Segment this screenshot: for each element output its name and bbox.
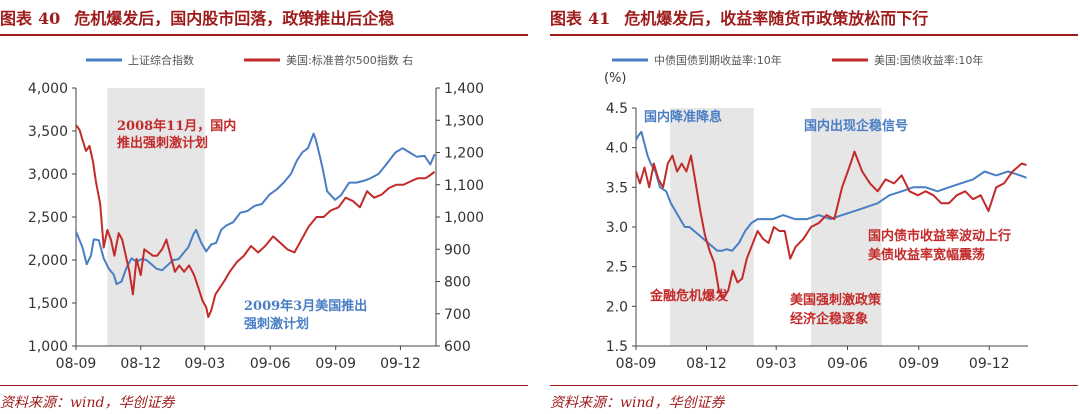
ann-right-3-line-2: 美债收益率宽幅震荡: [868, 247, 985, 263]
y-tick-label: 1,000: [28, 339, 68, 355]
ann-right-2-line-1: 国内出现企稳信号: [804, 118, 908, 134]
y2-tick-label: 1,300: [444, 113, 484, 129]
ann-left-1-line-1: 2008年11月，国内: [117, 118, 236, 134]
y2-tick-label: 1,000: [444, 210, 484, 226]
x-tick-label: 09-06: [827, 356, 868, 372]
x-tick-label: 08-12: [120, 356, 161, 372]
ann-left-2-line-2: 强刺激计划: [244, 316, 309, 332]
y2-tick-label: 700: [444, 307, 471, 323]
x-tick-label: 08-09: [56, 356, 97, 372]
y-tick-label: 4.0: [606, 141, 628, 157]
y-tick-label: 2,500: [28, 210, 68, 226]
ann-right-4-line-1: 金融危机爆发: [649, 288, 729, 304]
shaded-region: [107, 88, 205, 346]
y2-tick-label: 1,100: [444, 178, 484, 194]
figure-title-number: 41: [588, 9, 611, 28]
source-rule: [550, 385, 1078, 386]
shaded-region: [670, 108, 754, 346]
y-tick-label: 4,000: [28, 81, 68, 97]
source-note: 资料来源：wind，华创证券: [550, 395, 725, 411]
y-tick-label: 2.5: [606, 260, 628, 276]
y-tick-label: 3,000: [28, 167, 68, 183]
shaded-region: [811, 108, 882, 346]
series-line-1: [635, 130, 1027, 252]
x-tick-label: 09-03: [184, 356, 225, 372]
ann-right-3-line-1: 国内债市收益率波动上行: [868, 228, 1011, 244]
ann-right-5-line-2: 经济企稳逐象: [790, 311, 868, 327]
x-tick-label: 09-12: [969, 356, 1010, 372]
bond-yield-chart: 1.5 2.0 2.5 3.0 3.5 4.0 4.5 08-09 08-12 09-03 09-0…: [604, 53, 1028, 372]
ann-left-2-line-1: 2009年3月美国推出: [244, 298, 367, 314]
y2-tick-label: 600: [444, 339, 471, 355]
figure-title-prefix: 图表: [0, 9, 33, 28]
x-tick-label: 09-03: [756, 356, 797, 372]
y-unit-label: (%): [604, 71, 627, 86]
y-tick-label: 1,500: [28, 296, 68, 312]
figure-title-number: 40: [38, 9, 61, 28]
y-tick-label: 1.5: [606, 339, 628, 355]
series-line-2: [75, 124, 436, 318]
x-tick-label: 09-06: [250, 356, 291, 372]
ann-right-5-line-1: 美国强刺激政策: [790, 292, 882, 308]
source-note: 资料来源：wind，华创证券: [0, 395, 175, 411]
y-tick-label: 2.0: [606, 299, 628, 315]
x-tick-label: 08-12: [686, 356, 727, 372]
y2-tick-label: 1,200: [444, 146, 484, 162]
ann-left-1-line-2: 推出强刺激计划: [117, 135, 208, 151]
series-line-1: [75, 132, 436, 286]
y2-tick-label: 800: [444, 275, 471, 291]
figure-title: 图表 41 危机爆发后，收益率随货币政策放松而下行: [550, 5, 1078, 33]
y-tick-label: 2,000: [28, 253, 68, 269]
y-tick-label: 3.0: [606, 220, 628, 236]
title-rule: [550, 34, 1078, 36]
y2-tick-label: 900: [444, 242, 471, 258]
legend-label-1: 中债国债到期收益率:10年: [654, 53, 782, 67]
x-tick-label: 09-09: [898, 356, 939, 372]
x-tick-label: 09-12: [380, 356, 421, 372]
figure-title-prefix: 图表: [550, 9, 583, 28]
figure-title: 图表 40 危机爆发后，国内股市回落，政策推出后企稳: [0, 5, 528, 33]
series-line-2: [635, 150, 1027, 300]
figure-title-text: 危机爆发后，收益率随货币政策放松而下行: [624, 9, 929, 28]
y-tick-label: 3.5: [606, 180, 628, 196]
figure-title-text: 危机爆发后，国内股市回落，政策推出后企稳: [74, 9, 395, 28]
stock-index-chart: 1,000 1,500 2,000 2,500 3,000 3,500 4,000 600 70…: [28, 53, 484, 372]
legend-label-2: 美国:国债收益率:10年: [874, 53, 983, 67]
chart-panel-right: 图表 41 危机爆发后，收益率随货币政策放松而下行 1.5 2.0 2.5 3.0 3.5 4…: [550, 0, 1080, 414]
legend-label-1: 上证综合指数: [128, 53, 194, 67]
chart-panel-left: 图表 40 危机爆发后，国内股市回落，政策推出后企稳 1,000 1,500 2,000…: [0, 0, 530, 414]
x-tick-label: 08-09: [616, 356, 657, 372]
ann-right-1-line-1: 国内降准降息: [644, 109, 722, 125]
y-tick-label: 4.5: [606, 101, 628, 117]
source-rule: [0, 385, 528, 386]
x-tick-label: 09-09: [315, 356, 356, 372]
legend-label-2: 美国:标准普尔500指数 右: [286, 53, 413, 67]
y2-tick-label: 1,400: [444, 81, 484, 97]
title-rule: [0, 34, 528, 36]
y-tick-label: 3,500: [28, 124, 68, 140]
